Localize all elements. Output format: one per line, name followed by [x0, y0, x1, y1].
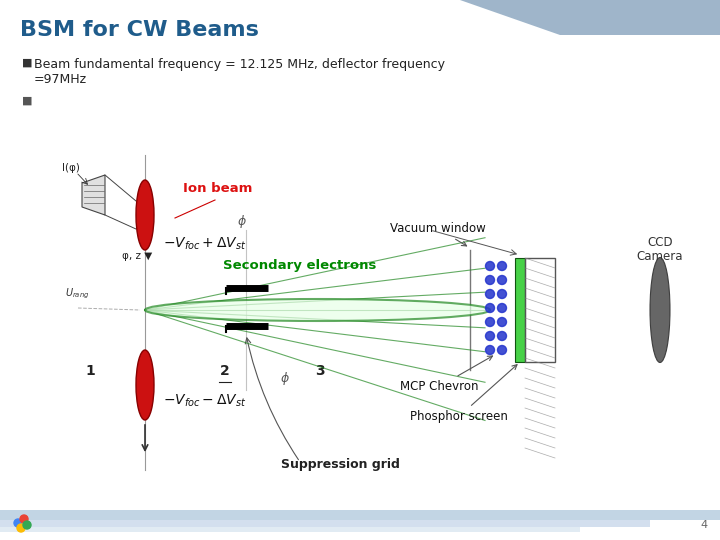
Text: φ, z ▼: φ, z ▼ [122, 251, 152, 261]
Text: Camera: Camera [636, 249, 683, 262]
Bar [525, 258, 555, 362]
Circle shape [485, 318, 495, 327]
Circle shape [498, 261, 506, 271]
Bar [0, 510, 720, 520]
Text: Secondary electrons: Secondary electrons [223, 260, 377, 273]
Text: CCD: CCD [647, 235, 672, 248]
Text: MCP Chevron: MCP Chevron [400, 356, 492, 393]
Text: $-V_{foc}-\Delta V_{st}$: $-V_{foc}-\Delta V_{st}$ [163, 393, 246, 409]
Bar [0, 520, 650, 527]
Text: Phosphor screen: Phosphor screen [410, 364, 517, 423]
Ellipse shape [136, 350, 154, 420]
Text: $\phi$: $\phi$ [280, 370, 290, 387]
Circle shape [23, 521, 31, 529]
Text: Vacuum window: Vacuum window [390, 222, 486, 246]
Text: ■: ■ [22, 58, 32, 68]
Text: 3: 3 [315, 364, 325, 378]
Text: 1: 1 [85, 364, 95, 378]
Text: Beam fundamental frequency = 12.125 MHz, deflector frequency
=97MHz: Beam fundamental frequency = 12.125 MHz,… [34, 58, 445, 86]
Circle shape [485, 275, 495, 285]
Circle shape [14, 519, 22, 527]
Bar [515, 258, 525, 362]
Text: BSM for CW Beams: BSM for CW Beams [20, 20, 259, 40]
Text: $\phi$: $\phi$ [237, 213, 247, 230]
Circle shape [20, 515, 28, 523]
Text: I(φ): I(φ) [62, 163, 80, 173]
Text: ■: ■ [22, 96, 32, 106]
Circle shape [498, 346, 506, 354]
Text: $-V_{foc}+\Delta V_{st}$: $-V_{foc}+\Delta V_{st}$ [163, 236, 246, 252]
Circle shape [485, 346, 495, 354]
Circle shape [485, 289, 495, 299]
Ellipse shape [145, 299, 490, 321]
Text: 2: 2 [220, 364, 230, 378]
Circle shape [498, 332, 506, 341]
Text: 4: 4 [701, 520, 708, 530]
Circle shape [485, 332, 495, 341]
Circle shape [17, 524, 25, 532]
Text: Suppression grid: Suppression grid [281, 458, 400, 471]
Text: Ion beam: Ion beam [184, 182, 253, 195]
Circle shape [485, 303, 495, 313]
Polygon shape [82, 175, 105, 215]
Polygon shape [460, 0, 720, 35]
Circle shape [485, 261, 495, 271]
Circle shape [498, 289, 506, 299]
Text: $U_{rang}$: $U_{rang}$ [65, 286, 89, 301]
Circle shape [498, 303, 506, 313]
Circle shape [498, 318, 506, 327]
Ellipse shape [136, 180, 154, 250]
Bar [0, 527, 580, 532]
Ellipse shape [650, 258, 670, 362]
Circle shape [498, 275, 506, 285]
